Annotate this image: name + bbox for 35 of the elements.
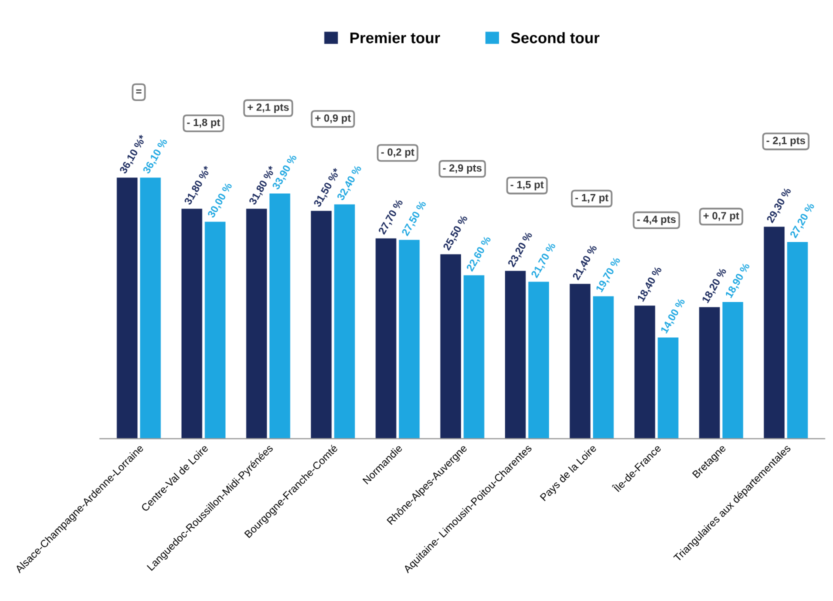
legend-label: Second tour (510, 32, 600, 44)
annotation: - 1,5 pt (510, 181, 544, 190)
text: + 2,1 pts (248, 104, 289, 113)
bar (398, 240, 420, 439)
text: - 2,1 pts (766, 136, 806, 146)
text: + 0,9 pt (315, 114, 351, 124)
bar (634, 306, 656, 439)
bar (699, 307, 720, 439)
bar (334, 204, 355, 439)
bar (787, 242, 808, 439)
bar (505, 270, 526, 439)
text: - 2,9 pts (443, 164, 482, 174)
bar (246, 208, 267, 439)
bar (376, 238, 396, 439)
annotation: - 1,7 pt (575, 194, 608, 204)
bar (570, 284, 590, 439)
bar (204, 222, 226, 439)
bar (764, 226, 785, 439)
legend-label: Premier tour (350, 32, 440, 44)
bar (440, 254, 462, 439)
bar (464, 275, 484, 439)
annotation: + 0,7 pt (703, 212, 740, 222)
bar (181, 208, 202, 439)
bar (116, 178, 138, 439)
bar (310, 210, 332, 439)
bar (722, 302, 744, 439)
text: = (136, 89, 142, 94)
bar (269, 194, 290, 439)
bar (140, 178, 161, 439)
annotation: - 4,4 pts (637, 216, 676, 226)
bar (658, 337, 678, 439)
text: - 0,2 pt (381, 148, 414, 158)
text: - 1,8 pt (187, 118, 220, 128)
bar (593, 296, 614, 439)
bar (528, 282, 550, 439)
